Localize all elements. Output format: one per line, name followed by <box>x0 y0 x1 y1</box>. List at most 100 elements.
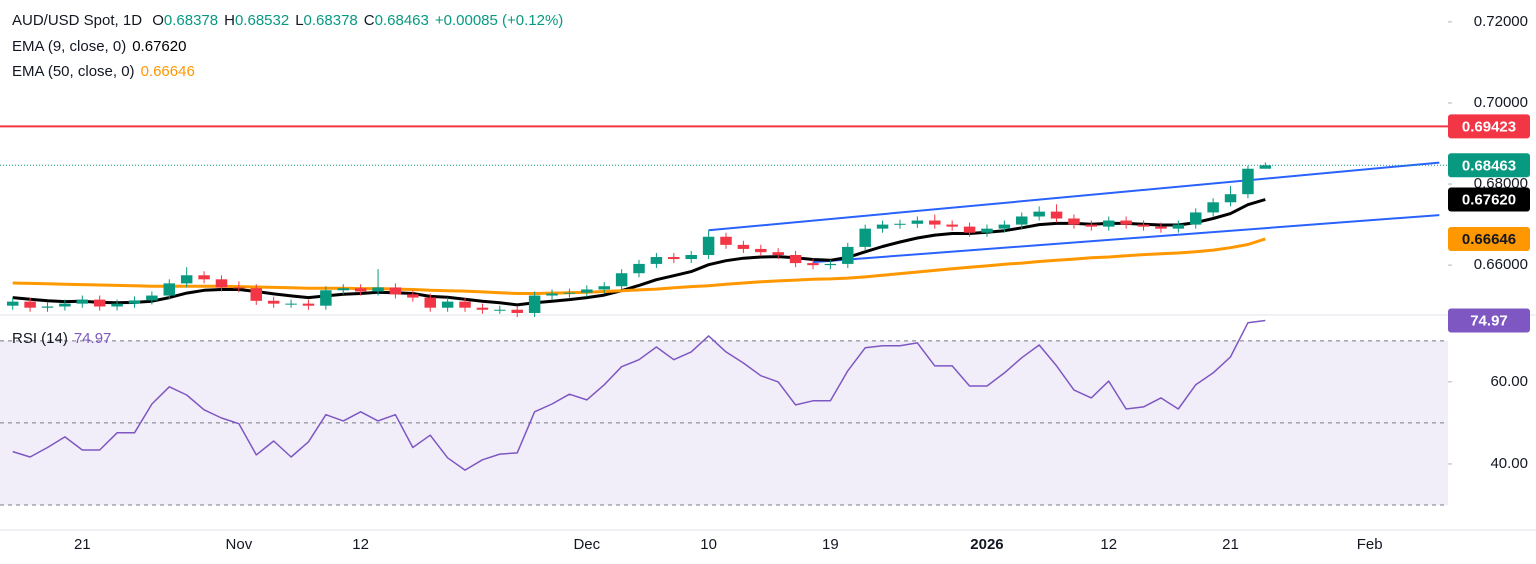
candle-body <box>981 228 993 233</box>
ohlc-value: 0.68378 <box>303 12 358 29</box>
candle-body <box>302 303 315 306</box>
candle-body <box>998 224 1011 229</box>
candle-body <box>215 279 228 288</box>
ohlc-value: 0.68463 <box>374 12 429 29</box>
candle-body <box>407 294 419 298</box>
y-tick-label: 0.70000 <box>1474 94 1528 111</box>
candle-body <box>737 244 750 249</box>
candle-body <box>41 306 54 308</box>
rsi-last: 74.97 <box>73 330 112 347</box>
candle-body <box>476 307 489 310</box>
candle-body <box>511 309 523 313</box>
candle-body <box>598 286 610 290</box>
candle-body <box>668 257 680 260</box>
ema-badge: 0.66646 <box>1462 231 1516 248</box>
candle-body <box>789 255 802 264</box>
candle-body <box>1155 226 1167 229</box>
hline-badge: 0.69423 <box>1462 118 1516 135</box>
x-tick-label: 21 <box>1222 536 1239 553</box>
candle-body <box>250 288 263 301</box>
candle-body <box>807 263 819 266</box>
candle-body <box>842 246 854 264</box>
x-tick-label: 2026 <box>970 536 1003 553</box>
candle-body <box>755 248 767 253</box>
candle-body <box>963 226 976 233</box>
candle-body <box>702 236 715 255</box>
candle-body <box>876 224 889 229</box>
candle-body <box>372 287 384 292</box>
candle-body <box>859 228 871 247</box>
candle-body <box>1259 165 1272 169</box>
rsi-line <box>12 319 1266 471</box>
ohlc-letter: C <box>363 12 375 29</box>
trendline <box>708 161 1440 232</box>
hline-badge-bg <box>1448 114 1530 139</box>
ohlc-letter: O <box>152 12 164 29</box>
candle-body <box>267 300 280 304</box>
ohlc-value: 0.68532 <box>234 12 290 29</box>
candle-body <box>93 299 106 307</box>
candle-body <box>1120 220 1132 225</box>
change: +0.00085 (+0.12%) <box>434 12 564 29</box>
candle-body <box>424 297 436 308</box>
candle-body <box>59 303 71 307</box>
y-tick-label: 0.66000 <box>1474 256 1528 273</box>
candle-body <box>128 300 141 304</box>
candle-body <box>198 275 210 280</box>
x-tick-label: 21 <box>74 536 91 553</box>
series-name: EMA (50, close, 0) <box>12 63 135 80</box>
series-last: 0.67620 <box>132 38 187 55</box>
candle-body <box>233 287 245 289</box>
candle-body <box>528 295 541 313</box>
ohlc-letter: L <box>295 12 304 29</box>
candle-body <box>1172 224 1185 229</box>
candle-body <box>581 289 593 293</box>
candle-body <box>546 293 558 296</box>
candle-body <box>633 263 645 274</box>
rsi-tick-label: 40.00 <box>1490 455 1528 472</box>
candle-body <box>1016 216 1028 225</box>
y-tick-label: 0.72000 <box>1474 13 1528 30</box>
candle-body <box>1137 224 1150 227</box>
candle-body <box>337 288 349 291</box>
rsi-name: RSI (14) <box>12 330 68 347</box>
symbol-title: AUD/USD Spot, 1D <box>12 12 143 29</box>
candle-body <box>320 290 332 306</box>
rsi-badge-bg <box>1448 308 1530 333</box>
candle-body <box>441 301 454 308</box>
x-tick-label: 19 <box>822 536 839 553</box>
ohlc-value: 0.68378 <box>163 12 219 29</box>
candle-body <box>615 273 628 287</box>
candle-body <box>146 295 158 301</box>
x-tick-label: 10 <box>700 536 717 553</box>
ema-legend: EMA (50, close, 0) 0.66646 <box>12 63 201 80</box>
candle-body <box>894 223 906 225</box>
candle-body <box>76 299 89 304</box>
candle-body <box>1068 218 1080 225</box>
x-tick-label: Nov <box>226 536 253 553</box>
candle-body <box>929 220 941 225</box>
ema-legend: EMA (9, close, 0) 0.67620 <box>12 38 192 55</box>
candle-body <box>285 303 297 305</box>
main-legend: AUD/USD Spot, 1D O0.68378 H0.68532 L0.6837… <box>12 12 569 29</box>
candle-body <box>1050 211 1063 219</box>
candle-body <box>163 283 176 296</box>
candle-body <box>354 288 367 292</box>
candle-body <box>946 224 958 227</box>
candle-body <box>389 287 402 295</box>
candle-body <box>1224 194 1237 203</box>
rsi-legend: RSI (14) 74.97 <box>12 330 117 347</box>
candle-body <box>459 301 471 308</box>
rsi-tick-label: 60.00 <box>1490 373 1528 390</box>
last-price-badge-bg <box>1448 153 1530 178</box>
candle-body <box>111 303 123 307</box>
last-price-badge: 0.68463 <box>1462 157 1516 174</box>
candle-body <box>685 255 697 260</box>
trendline <box>812 214 1440 264</box>
ema-badge-bg <box>1448 187 1530 212</box>
candle-body <box>180 275 193 284</box>
candle-body <box>772 252 784 255</box>
candle-body <box>6 301 19 306</box>
candle-body <box>1033 211 1045 217</box>
